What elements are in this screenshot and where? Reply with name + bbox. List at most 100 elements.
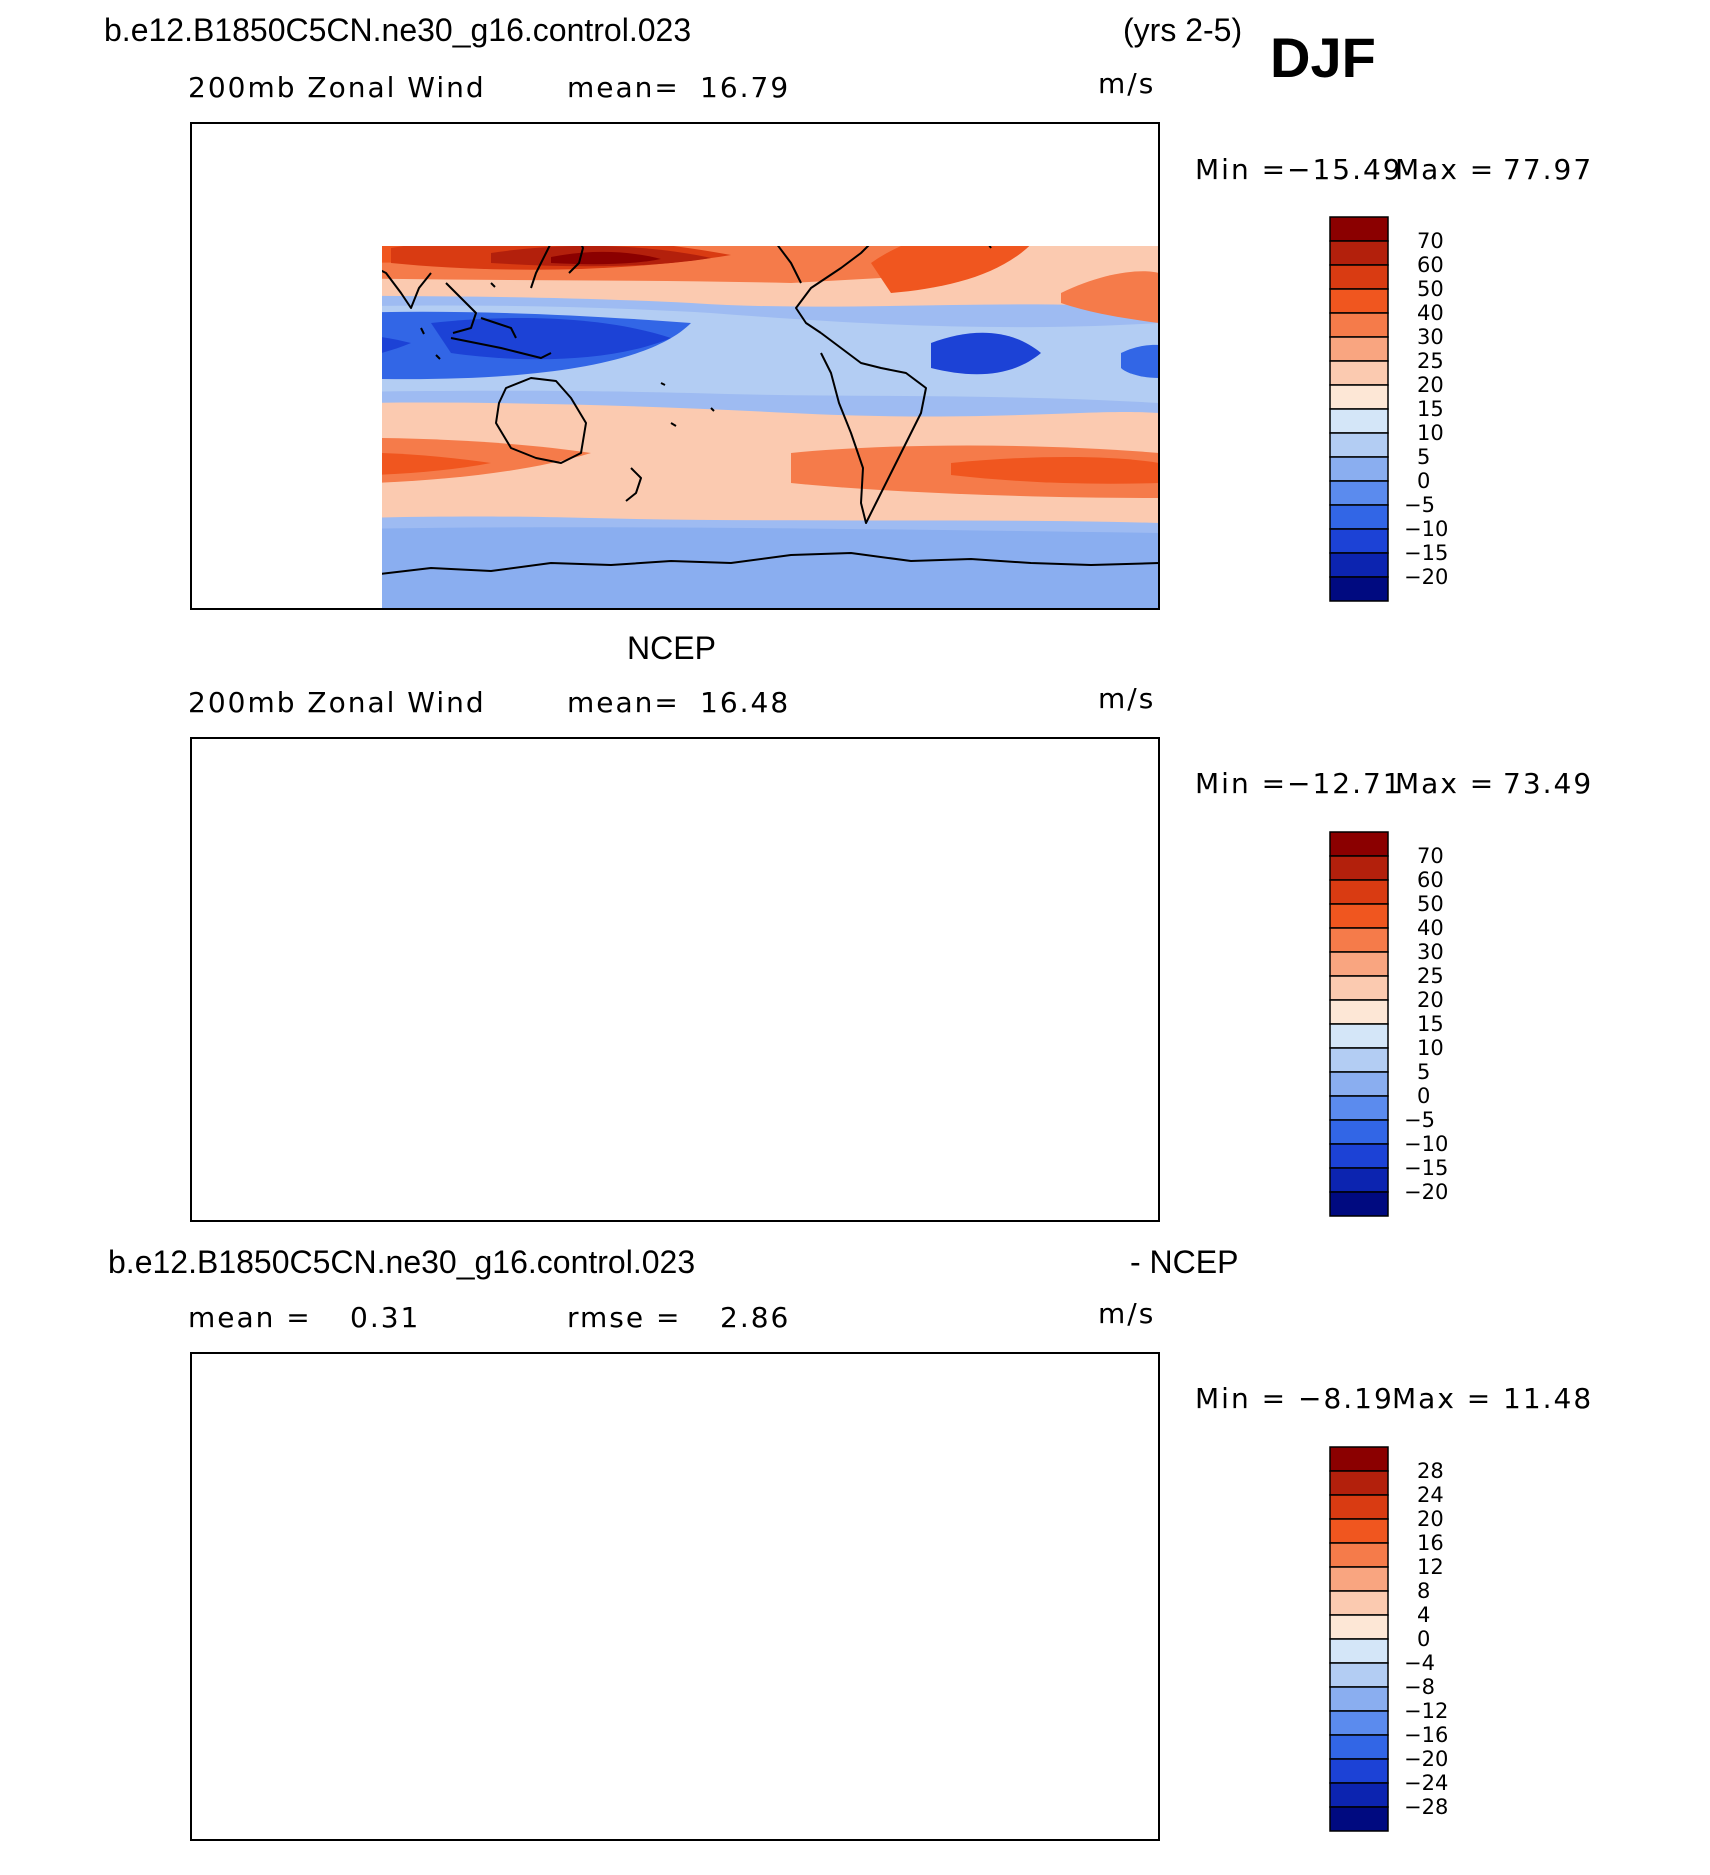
colorbar-swatch	[1329, 1071, 1389, 1097]
colorbar-tick-label: −4	[1404, 1651, 1435, 1675]
colorbar-tick-label: 50	[1417, 277, 1444, 301]
colorbar-tick-label: 5	[1417, 445, 1431, 469]
colorbar-tick-label: 4	[1417, 1603, 1431, 1627]
colorbar-tick-label: −20	[1404, 565, 1449, 589]
panel1-units: m/s	[1098, 67, 1156, 100]
colorbar-swatch	[1329, 855, 1389, 881]
colorbar-tick-label: −5	[1404, 1108, 1435, 1132]
colorbar-tick-label: 30	[1417, 325, 1444, 349]
colorbar-swatch	[1329, 1758, 1389, 1784]
colorbar-tick-label: 16	[1417, 1531, 1444, 1555]
colorbar-tick-label: 15	[1417, 397, 1444, 421]
years-label: (yrs 2-5)	[1123, 12, 1243, 48]
colorbar-tick-label: −15	[1404, 1156, 1449, 1180]
case-title: b.e12.B1850C5CN.ne30_g16.control.023	[104, 12, 692, 48]
colorbar-tick-label: 24	[1417, 1483, 1444, 1507]
panel3-units: m/s	[1098, 1297, 1156, 1330]
colorbar-tick-label: −10	[1404, 517, 1449, 541]
panel1-mean-label: mean=	[567, 71, 680, 104]
colorbar-tick-label: 25	[1417, 964, 1444, 988]
colorbar-swatch	[1329, 1806, 1389, 1832]
colorbar-swatch	[1329, 480, 1389, 506]
panel3-map	[191, 1353, 1159, 1840]
colorbar-swatch	[1329, 1023, 1389, 1049]
panel2-variable: 200mb Zonal Wind	[188, 686, 486, 719]
colorbar-swatch	[1329, 1446, 1389, 1472]
colorbar-swatch	[1329, 1119, 1389, 1145]
colorbar-tick-label: −12	[1404, 1699, 1449, 1723]
colorbar-tick-label: 30	[1417, 940, 1444, 964]
colorbar-tick-label: −16	[1404, 1723, 1449, 1747]
colorbar-tick-label: −24	[1404, 1771, 1449, 1795]
panel3-min-label: Min =	[1195, 1382, 1288, 1415]
colorbar-tick-label: 60	[1417, 253, 1444, 277]
colorbar-swatch	[1329, 384, 1389, 410]
panel1-map	[382, 246, 1160, 609]
colorbar-tick-label: 5	[1417, 1060, 1431, 1084]
colorbar-swatch	[1329, 360, 1389, 386]
panel2-max-value: 73.49	[1503, 767, 1594, 800]
panel3-mean-value: 0.31	[350, 1301, 421, 1334]
colorbar-swatch	[1329, 1614, 1389, 1640]
colorbar-swatch	[1329, 1542, 1389, 1568]
colorbar-swatch	[1329, 1566, 1389, 1592]
colorbar-swatch	[1329, 879, 1389, 905]
colorbar-tick-label: 0	[1417, 1627, 1431, 1651]
colorbar-swatch	[1329, 927, 1389, 953]
colorbar-swatch	[1329, 1782, 1389, 1808]
colorbar-swatch	[1329, 999, 1389, 1025]
colorbar-tick-label: 12	[1417, 1555, 1444, 1579]
colorbar-tick-label: 60	[1417, 868, 1444, 892]
colorbar-swatch	[1329, 1167, 1389, 1193]
panel3-max-label: Max =	[1392, 1382, 1493, 1415]
panel3-rmse-value: 2.86	[720, 1301, 791, 1334]
panel2-title: NCEP	[627, 630, 716, 666]
panel1-colorbar	[1329, 216, 1389, 602]
colorbar-swatch	[1329, 456, 1389, 482]
panel1-mean-value: 16.79	[700, 71, 791, 104]
colorbar-swatch	[1329, 336, 1389, 362]
colorbar-swatch	[1329, 408, 1389, 434]
colorbar-tick-label: 70	[1417, 844, 1444, 868]
colorbar-tick-label: −20	[1404, 1747, 1449, 1771]
colorbar-swatch	[1329, 264, 1389, 290]
colorbar-tick-label: −20	[1404, 1180, 1449, 1204]
colorbar-swatch	[1329, 432, 1389, 458]
colorbar-tick-label: 20	[1417, 373, 1444, 397]
panel1-min-label: Min =	[1195, 153, 1288, 186]
colorbar-tick-label: −28	[1404, 1795, 1449, 1819]
panel3-max-value: 11.48	[1503, 1382, 1594, 1415]
colorbar-swatch	[1329, 975, 1389, 1001]
colorbar-tick-label: 10	[1417, 1036, 1444, 1060]
colorbar-swatch	[1329, 1710, 1389, 1736]
colorbar-swatch	[1329, 1470, 1389, 1496]
colorbar-swatch	[1329, 1590, 1389, 1616]
colorbar-swatch	[1329, 1494, 1389, 1520]
colorbar-swatch	[1329, 1047, 1389, 1073]
colorbar-swatch	[1329, 504, 1389, 530]
colorbar-tick-label: −10	[1404, 1132, 1449, 1156]
colorbar-tick-label: 40	[1417, 301, 1444, 325]
colorbar-tick-label: 8	[1417, 1579, 1431, 1603]
colorbar-tick-label: 70	[1417, 229, 1444, 253]
colorbar-swatch	[1329, 1095, 1389, 1121]
panel2-max-label: Max =	[1395, 767, 1496, 800]
colorbar-swatch	[1329, 1143, 1389, 1169]
colorbar-tick-label: −5	[1404, 493, 1435, 517]
colorbar-swatch	[1329, 240, 1389, 266]
colorbar-tick-label: 20	[1417, 1507, 1444, 1531]
colorbar-swatch	[1329, 903, 1389, 929]
colorbar-swatch	[1329, 576, 1389, 602]
panel2-min-label: Min =	[1195, 767, 1288, 800]
colorbar-tick-label: 10	[1417, 421, 1444, 445]
panel1-frame	[190, 122, 1160, 610]
colorbar-swatch	[1329, 312, 1389, 338]
panel1-min-value: −15.49	[1287, 153, 1403, 186]
panel3-mean-label: mean =	[188, 1301, 312, 1334]
panel3-frame	[190, 1352, 1160, 1841]
colorbar-swatch	[1329, 1518, 1389, 1544]
colorbar-tick-label: 0	[1417, 469, 1431, 493]
colorbar-swatch	[1329, 1686, 1389, 1712]
colorbar-swatch	[1329, 1638, 1389, 1664]
panel2-map	[191, 738, 1159, 1221]
